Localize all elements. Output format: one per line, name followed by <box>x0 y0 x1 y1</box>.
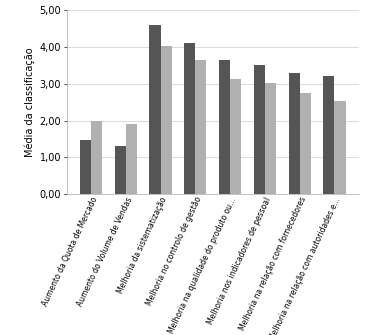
Bar <box>161 46 172 194</box>
Bar <box>91 121 102 194</box>
Bar <box>300 93 311 194</box>
Bar <box>126 124 137 194</box>
Bar <box>254 65 265 194</box>
Bar <box>80 140 91 194</box>
Y-axis label: Média da classificação: Média da classificação <box>25 47 35 157</box>
Bar <box>184 43 195 194</box>
Bar <box>334 102 346 194</box>
Bar <box>115 146 126 194</box>
Bar <box>323 76 334 194</box>
Bar <box>149 25 161 194</box>
Bar <box>230 79 241 194</box>
Bar <box>265 83 276 194</box>
Bar <box>289 73 300 194</box>
Bar <box>195 60 206 194</box>
Bar <box>219 60 230 194</box>
